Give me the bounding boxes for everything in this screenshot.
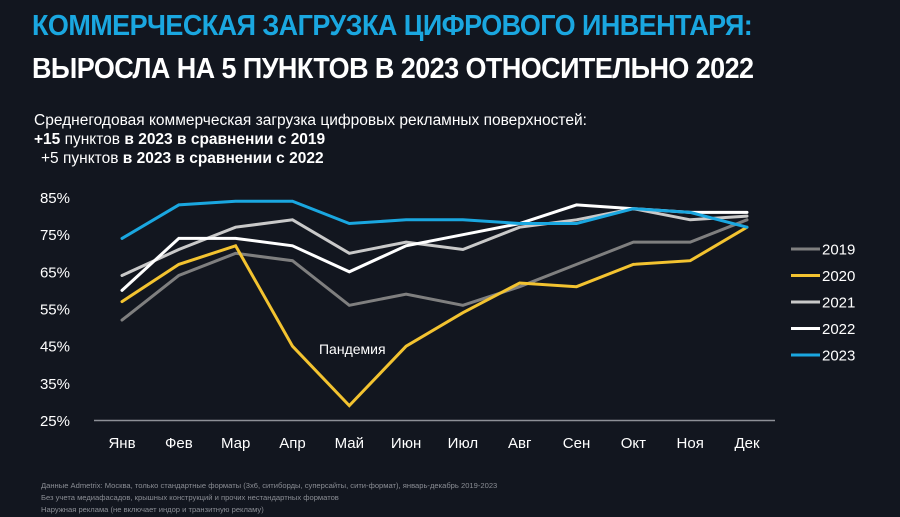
delta-2019-text: в 2023 в сравнении с 2019	[124, 131, 326, 148]
delta-2022-text: в 2023 в сравнении с 2022	[122, 150, 324, 167]
delta-2019-value: +15	[34, 131, 61, 148]
y-tick-label: 35%	[40, 376, 70, 393]
footnote-3: Наружная реклама (не включает индор и тр…	[41, 505, 264, 514]
x-tick-label: Ноя	[677, 435, 704, 452]
subtitle-line-1: Среднегодовая коммерческая загрузка цифр…	[34, 112, 587, 129]
x-tick-label: Окт	[621, 435, 646, 452]
x-axis-ticks: Янв Фев Мар Апр Май Июн Июл Авг Сен Окт Ноя Дек	[108, 435, 760, 452]
series-line-2020	[120, 225, 749, 408]
y-tick-label: 25%	[40, 413, 70, 430]
y-tick-label: 55%	[40, 302, 70, 319]
x-tick-label: Июл	[448, 435, 478, 452]
y-tick-label: 85%	[40, 190, 70, 207]
y-tick-label: 75%	[40, 227, 70, 244]
x-tick-label: Авг	[508, 435, 532, 452]
footnote-2: Без учета медиафасадов, крышных конструк…	[41, 493, 339, 502]
series-line-2023	[120, 199, 749, 240]
legend-label-2020: 2020	[822, 268, 855, 285]
delta-2022-unit: пунктов	[58, 150, 123, 167]
annotation-label: Пандемия	[319, 341, 386, 357]
x-tick-label: Июн	[391, 435, 421, 452]
legend-label-2022: 2022	[822, 321, 855, 338]
legend: 2019 2020 2021 2022 2023	[791, 242, 855, 365]
series-line-2019	[120, 218, 749, 322]
x-tick-label: Дек	[734, 435, 760, 452]
y-tick-label: 65%	[40, 264, 70, 281]
x-tick-label: Сен	[563, 435, 590, 452]
title-line-1: КОММЕРЧЕСКАЯ ЗАГРУЗКА ЦИФРОВОГО ИНВЕНТАР…	[32, 10, 753, 42]
annotations: Пандемия	[319, 341, 386, 357]
series-lines	[120, 199, 749, 408]
footnote-1: Данные Admetrix: Москва, только стандарт…	[41, 481, 498, 490]
x-tick-label: Май	[335, 435, 364, 452]
subtitle-line-2: +15 пунктов в 2023 в сравнении с 2019	[34, 130, 587, 149]
y-tick-label: 45%	[40, 339, 70, 356]
x-tick-label: Фев	[165, 435, 193, 452]
legend-label-2021: 2021	[822, 295, 855, 312]
series-line-2022	[120, 203, 749, 292]
x-tick-label: Янв	[108, 435, 135, 452]
x-tick-label: Апр	[279, 435, 305, 452]
legend-label-2019: 2019	[822, 242, 855, 259]
delta-2022-value: +5	[41, 150, 59, 167]
footnotes: Данные Admetrix: Москва, только стандарт…	[41, 480, 497, 516]
x-tick-label: Мар	[221, 435, 250, 452]
legend-label-2023: 2023	[822, 348, 855, 365]
subtitle: Среднегодовая коммерческая загрузка цифр…	[34, 111, 587, 168]
delta-2019-unit: пунктов	[60, 131, 125, 148]
y-axis-ticks: 85% 75% 65% 55% 45% 35% 25%	[40, 190, 70, 430]
title-line-2: ВЫРОСЛА НА 5 ПУНКТОВ В 2023 ОТНОСИТЕЛЬНО…	[32, 53, 754, 85]
subtitle-line-3: +5 пунктов в 2023 в сравнении с 2022	[34, 149, 587, 168]
